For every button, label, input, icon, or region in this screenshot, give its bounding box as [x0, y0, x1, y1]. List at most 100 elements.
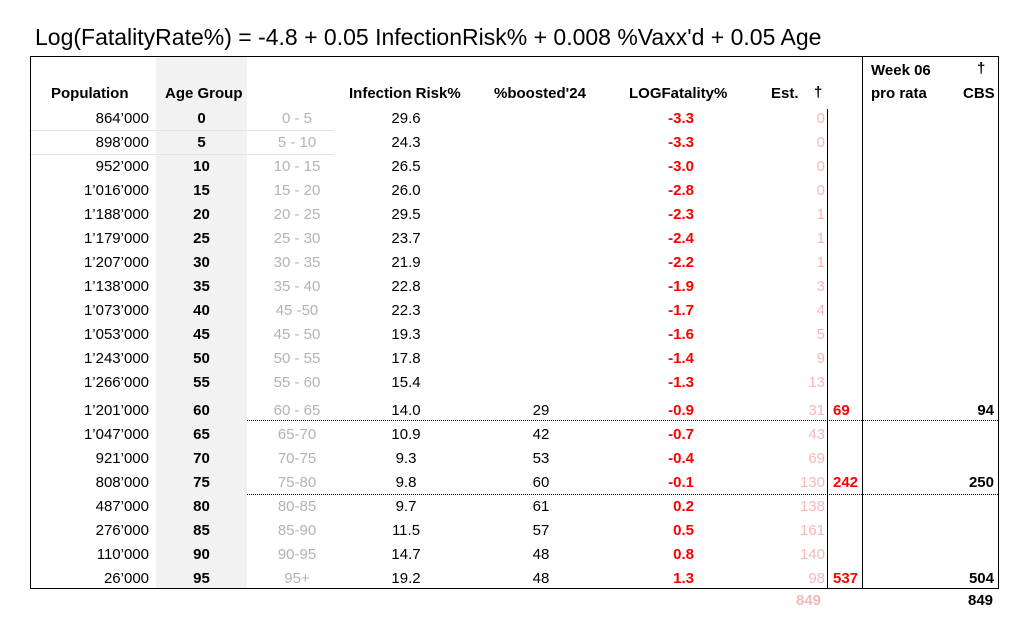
cbs-deaths-cell: 250 [968, 474, 994, 491]
header-est: Est. [771, 85, 799, 102]
est-deaths-cell: 43 [808, 426, 825, 443]
boosted-cell: 42 [532, 426, 550, 443]
est-deaths-cell: 31 [808, 402, 825, 419]
table-row: 864’000 0 0 - 5 29.6 -3.3 0 [31, 107, 998, 131]
table-row: 26’000 95 95+ 19.2 48 1.3 98 537 504 [31, 567, 998, 591]
age-group-cell: 95 [193, 570, 210, 587]
age-range-cell: 30 - 35 [273, 254, 321, 271]
infection-risk-cell: 21.9 [391, 254, 421, 271]
age-group-cell: 20 [193, 206, 210, 223]
log-fatality-cell: -2.8 [668, 182, 694, 199]
infection-risk-cell: 26.0 [391, 182, 421, 199]
infection-risk-cell: 22.3 [391, 302, 421, 319]
infection-risk-cell: 9.7 [395, 498, 417, 515]
age-range-cell: 55 - 60 [273, 374, 321, 391]
age-group-cell: 45 [193, 326, 210, 343]
table-row: 1’138’000 35 35 - 40 22.8 -1.9 3 [31, 275, 998, 299]
age-group-cell: 40 [193, 302, 210, 319]
age-group-cell: 50 [193, 350, 210, 367]
population-cell: 1’047’000 [83, 426, 149, 443]
table-row: 1’207’000 30 30 - 35 21.9 -2.2 1 [31, 251, 998, 275]
header-week: Week 06 [871, 62, 931, 79]
population-cell: 1’266’000 [83, 374, 149, 391]
est-deaths-cell: 69 [808, 450, 825, 467]
group-total-cell: 69 [833, 402, 850, 419]
population-cell: 26’000 [103, 570, 149, 587]
est-deaths-cell: 13 [808, 374, 825, 391]
table-row: 1’073’000 40 45 -50 22.3 -1.7 4 [31, 299, 998, 323]
infection-risk-cell: 10.9 [391, 426, 421, 443]
log-fatality-cell: -0.9 [668, 402, 694, 419]
est-deaths-cell: 5 [816, 326, 825, 343]
population-cell: 1’207’000 [83, 254, 149, 271]
log-fatality-cell: -1.6 [668, 326, 694, 343]
table-row: 276’000 85 85-90 11.5 57 0.5 161 [31, 519, 998, 543]
header-cbs: CBS [963, 85, 995, 102]
population-cell: 487’000 [95, 498, 149, 515]
est-deaths-cell: 138 [799, 498, 825, 515]
cbs-deaths-cell: 504 [968, 570, 994, 587]
population-cell: 1’201’000 [83, 402, 149, 419]
group-separator-1 [247, 420, 998, 421]
table-row: 1’188’000 20 20 - 25 29.5 -2.3 1 [31, 203, 998, 227]
table-row: 110’000 90 90-95 14.7 48 0.8 140 [31, 543, 998, 567]
infection-risk-cell: 24.3 [391, 134, 421, 151]
boosted-cell: 57 [532, 522, 550, 539]
group-total-cell: 537 [833, 570, 859, 587]
table-row: 1’201’000 60 60 - 65 14.0 29 -0.9 31 69 94 [31, 399, 998, 423]
dagger-icon: † [814, 84, 823, 101]
header-population: Population [51, 85, 129, 102]
population-cell: 1’243’000 [83, 350, 149, 367]
table-row: 1’243’000 50 50 - 55 17.8 -1.4 9 [31, 347, 998, 371]
cbs-dagger-icon: † [977, 60, 986, 77]
boosted-cell: 29 [532, 402, 550, 419]
age-group-cell: 15 [193, 182, 210, 199]
group-separator-2 [247, 494, 998, 495]
population-cell: 898’000 [95, 134, 149, 151]
infection-risk-cell: 14.7 [391, 546, 421, 563]
table-row: 1’266’000 55 55 - 60 15.4 -1.3 13 [31, 371, 998, 395]
infection-risk-cell: 9.3 [395, 450, 417, 467]
row-underline [31, 130, 334, 131]
age-range-cell: 25 - 30 [273, 230, 321, 247]
age-range-cell: 45 - 50 [273, 326, 321, 343]
log-fatality-cell: -3.3 [668, 134, 694, 151]
total-cbs: 849 [968, 592, 994, 609]
infection-risk-cell: 26.5 [391, 158, 421, 175]
age-group-cell: 80 [193, 498, 210, 515]
age-range-cell: 5 - 10 [277, 134, 317, 151]
est-deaths-cell: 130 [799, 474, 825, 491]
log-fatality-cell: 0.5 [673, 522, 694, 539]
week-divider [862, 57, 863, 588]
population-cell: 1’179’000 [83, 230, 149, 247]
age-range-cell: 60 - 65 [273, 402, 321, 419]
age-group-cell: 25 [193, 230, 210, 247]
log-fatality-cell: -3.3 [668, 110, 694, 127]
age-group-cell: 70 [193, 450, 210, 467]
log-fatality-cell: -1.3 [668, 374, 694, 391]
boosted-cell: 48 [532, 546, 550, 563]
age-range-cell: 50 - 55 [273, 350, 321, 367]
est-deaths-cell: 0 [816, 110, 825, 127]
log-fatality-cell: -2.3 [668, 206, 694, 223]
boosted-cell: 61 [532, 498, 550, 515]
table-row: 808’000 75 75-80 9.8 60 -0.1 130 242 250 [31, 471, 998, 495]
table-row: 898’000 5 5 - 10 24.3 -3.3 0 [31, 131, 998, 155]
infection-risk-cell: 14.0 [391, 402, 421, 419]
est-deaths-cell: 1 [816, 206, 825, 223]
table-row: 921’000 70 70-75 9.3 53 -0.4 69 [31, 447, 998, 471]
age-group-cell: 90 [193, 546, 210, 563]
population-cell: 921’000 [95, 450, 149, 467]
population-cell: 864’000 [95, 110, 149, 127]
header-age-group: Age Group [165, 85, 243, 102]
table-row: 1’047’000 65 65-70 10.9 42 -0.7 43 [31, 423, 998, 447]
log-fatality-cell: -2.4 [668, 230, 694, 247]
age-group-cell: 75 [193, 474, 210, 491]
row-underline [31, 154, 334, 155]
age-range-cell: 65-70 [277, 426, 317, 443]
log-fatality-cell: -1.7 [668, 302, 694, 319]
age-range-cell: 70-75 [277, 450, 317, 467]
age-range-cell: 15 - 20 [273, 182, 321, 199]
table-row: 1’016’000 15 15 - 20 26.0 -2.8 0 [31, 179, 998, 203]
age-group-cell: 55 [193, 374, 210, 391]
